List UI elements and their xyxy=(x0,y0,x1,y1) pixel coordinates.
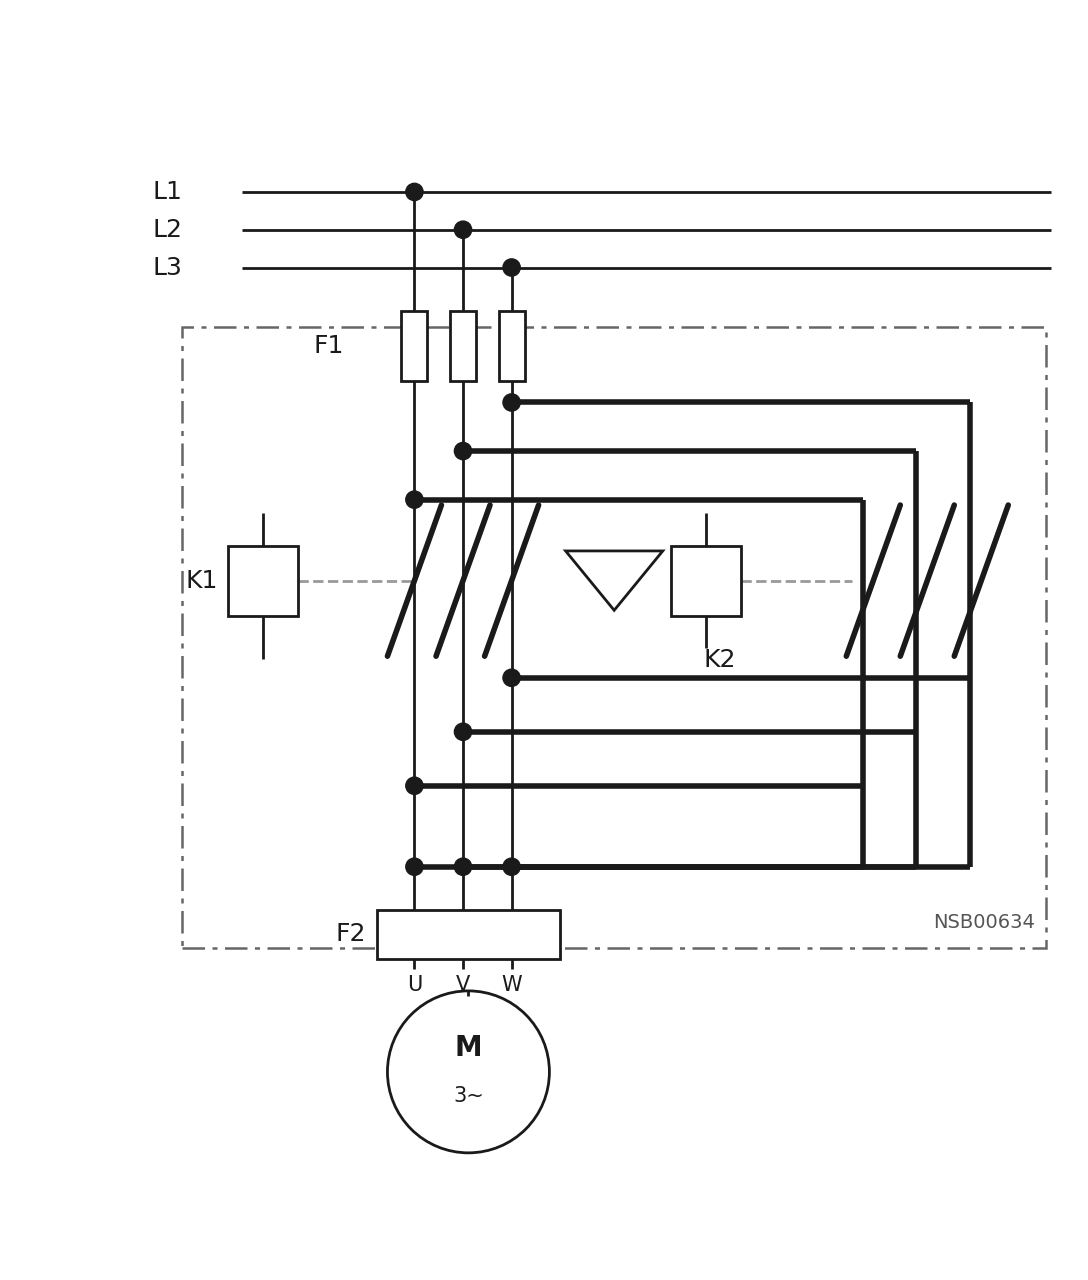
Text: L1: L1 xyxy=(152,180,183,204)
Text: K1: K1 xyxy=(185,568,218,593)
Bar xyxy=(671,545,741,616)
Text: U: U xyxy=(407,974,422,995)
Bar xyxy=(228,545,298,616)
Bar xyxy=(183,326,1046,947)
Circle shape xyxy=(406,492,423,508)
Circle shape xyxy=(455,723,472,740)
Text: F2: F2 xyxy=(335,922,366,946)
Circle shape xyxy=(455,443,472,460)
Bar xyxy=(450,311,475,381)
Text: F1: F1 xyxy=(313,334,344,358)
Bar xyxy=(376,910,560,959)
Text: W: W xyxy=(502,974,522,995)
Circle shape xyxy=(503,669,520,686)
Circle shape xyxy=(455,858,472,876)
Circle shape xyxy=(503,259,520,276)
Bar xyxy=(498,311,524,381)
Bar xyxy=(401,311,428,381)
Text: L3: L3 xyxy=(152,256,183,279)
Text: 3~: 3~ xyxy=(453,1085,484,1106)
Circle shape xyxy=(406,183,423,201)
Text: V: V xyxy=(456,974,470,995)
Circle shape xyxy=(503,858,520,876)
Text: L2: L2 xyxy=(152,218,183,242)
Circle shape xyxy=(406,777,423,795)
Circle shape xyxy=(406,858,423,876)
Text: NSB00634: NSB00634 xyxy=(934,913,1036,932)
Text: M: M xyxy=(455,1034,482,1062)
Text: K2: K2 xyxy=(704,648,737,672)
Circle shape xyxy=(455,221,472,238)
Circle shape xyxy=(503,394,520,411)
